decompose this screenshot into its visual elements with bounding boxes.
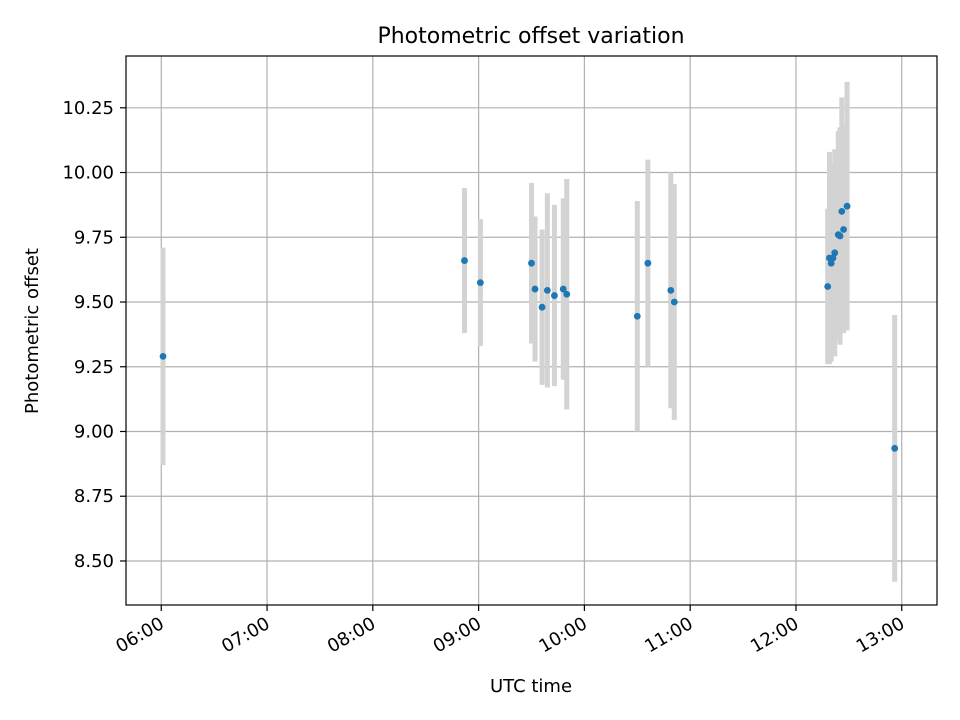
data-point [563, 290, 571, 298]
data-point [827, 259, 835, 267]
y-tick-label: 9.75 [74, 227, 114, 248]
data-point [838, 207, 846, 215]
data-point [559, 285, 567, 293]
data-point [551, 292, 558, 299]
data-point [476, 279, 484, 286]
y-tick-label: 8.75 [74, 486, 114, 507]
y-tick-label: 10.00 [62, 163, 114, 184]
chart-title: Photometric offset variation [377, 24, 684, 49]
data-point [829, 254, 837, 262]
data-point [836, 232, 844, 240]
y-tick-label: 9.50 [74, 292, 114, 313]
data-point [159, 352, 167, 360]
x-axis-label: UTC time [490, 676, 572, 697]
data-point [528, 259, 535, 267]
data-points [159, 202, 899, 452]
data-point [633, 312, 641, 320]
y-tick-label: 9.25 [74, 357, 114, 378]
data-point [891, 444, 899, 452]
data-point [831, 249, 839, 257]
y-tick-label: 8.50 [74, 551, 114, 572]
data-point [840, 226, 847, 233]
y-axis-label: Photometric offset [22, 248, 43, 414]
y-axis-ticks: 8.50 8.75 9.00 9.25 9.50 9.75 10.00 10.25 [62, 98, 126, 572]
y-tick-label: 9.00 [74, 421, 114, 442]
data-point [667, 286, 675, 294]
data-point [543, 286, 551, 294]
plot-area-frame [125, 55, 938, 606]
data-point [461, 257, 468, 264]
data-point [531, 285, 539, 293]
y-tick-label: 10.25 [62, 98, 114, 119]
data-point [538, 303, 546, 311]
data-point [644, 259, 652, 267]
data-point [824, 283, 832, 290]
data-point [843, 202, 851, 210]
data-point [670, 298, 678, 306]
